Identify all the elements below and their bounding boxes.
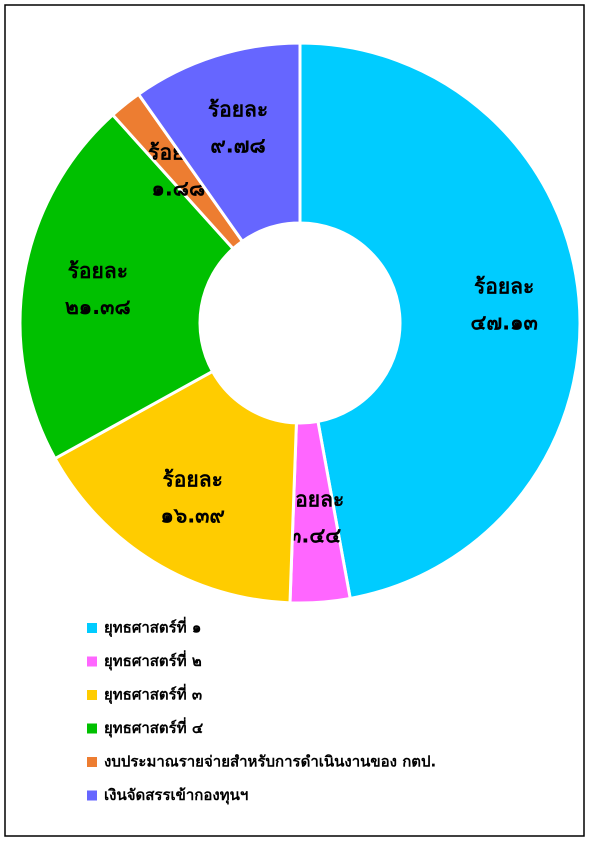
data-label-prefix: ร้อยละ <box>68 259 128 283</box>
data-label: ๑๖.๓๙ <box>161 504 225 528</box>
legend-swatch <box>87 757 97 767</box>
legend-swatch <box>87 690 97 700</box>
legend-swatch <box>87 723 97 734</box>
donut-slice <box>136 41 302 244</box>
data-label-prefix: ร้อยละ <box>163 468 223 492</box>
donut-slice <box>52 369 298 605</box>
data-label: ๑.๘๘ <box>152 177 206 201</box>
data-label: ๙.๗๘ <box>210 134 265 158</box>
legend-label: งบประมาณรายจ่ายสำหรับการดำเนินงานของ กตป… <box>104 753 436 771</box>
data-label: ๓.๔๔ <box>287 523 341 547</box>
legend-label: ยุทธศาสตร์ที่ ๔ <box>104 717 204 738</box>
data-label: ๒๑.๓๘ <box>65 295 131 319</box>
legend-label: ยุทธศาสตร์ที่ ๑ <box>104 617 201 638</box>
legend-label: ยุทธศาสตร์ที่ ๓ <box>104 684 202 705</box>
legend-label: ยุทธศาสตร์ที่ ๒ <box>104 650 202 671</box>
donut-slice <box>18 112 236 461</box>
legend-label: เงินจัดสรรเข้ากองทุนฯ <box>104 786 248 805</box>
data-label: ๔๗.๑๓ <box>470 311 537 335</box>
legend-swatch <box>87 656 97 667</box>
donut-slice <box>298 41 582 601</box>
data-label-prefix: ร้อยละ <box>208 98 268 122</box>
data-label-prefix: ร้อยละ <box>474 275 534 299</box>
legend-swatch <box>87 790 97 801</box>
legend-swatch <box>87 623 97 633</box>
